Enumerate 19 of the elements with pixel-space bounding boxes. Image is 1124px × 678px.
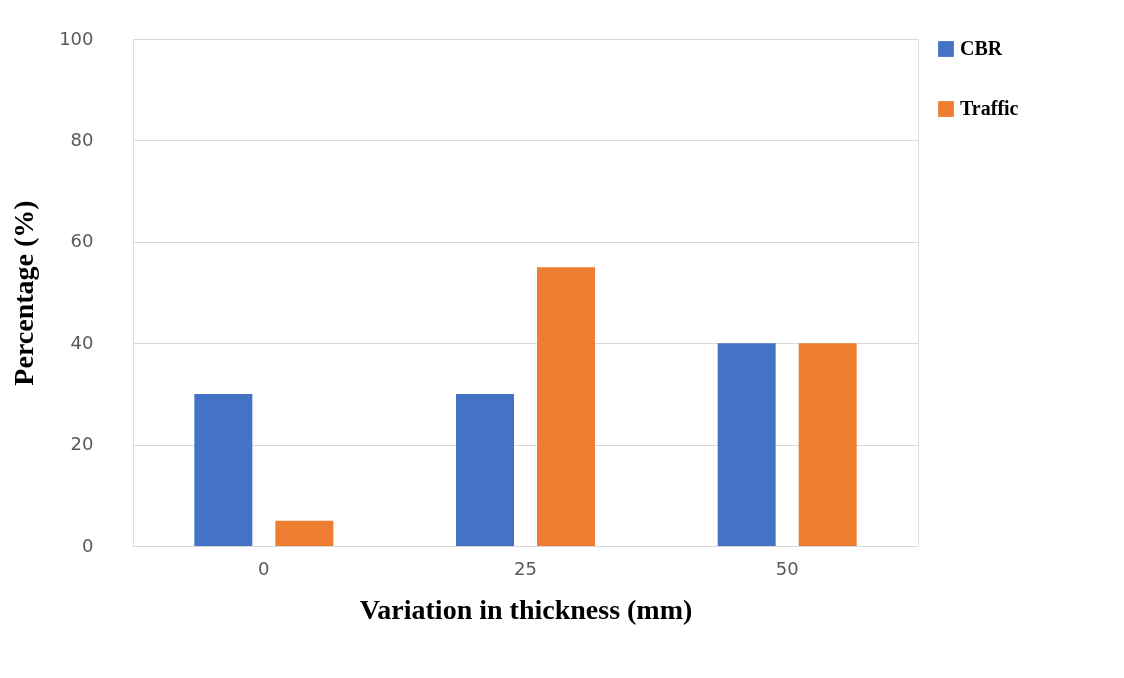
bar <box>798 343 857 546</box>
y-axis-title: Percentage (%) <box>8 200 40 386</box>
legend-label: Traffic <box>960 97 1019 119</box>
y-tick-label: 60 <box>70 230 94 252</box>
bar <box>194 393 253 546</box>
bar <box>537 267 596 546</box>
y-tick-label: 40 <box>70 331 94 353</box>
bar <box>275 520 334 546</box>
bar <box>717 343 776 546</box>
x-axis-title: Variation in thickness (mm) <box>359 593 693 625</box>
x-tick-label: 0 <box>258 557 270 579</box>
legend-label: CBR <box>960 37 1003 59</box>
y-tick-label: 80 <box>70 128 94 150</box>
x-tick-label: 50 <box>775 557 799 579</box>
y-tick-label: 0 <box>82 534 94 556</box>
x-tick-label: 25 <box>514 557 537 579</box>
y-tick-label: 100 <box>59 27 94 49</box>
bar <box>455 393 514 546</box>
y-tick-label: 20 <box>70 433 94 455</box>
